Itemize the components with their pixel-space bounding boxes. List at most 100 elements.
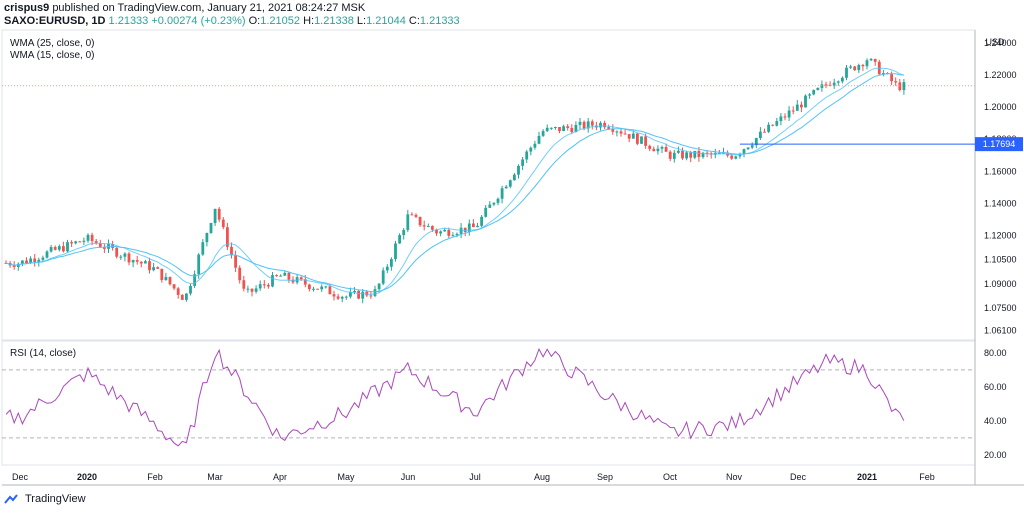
rsi-line	[5, 347, 905, 447]
candle-body	[324, 286, 328, 288]
candle-body	[185, 293, 188, 300]
candle-body	[648, 145, 652, 149]
candle-body	[795, 104, 799, 111]
wma15-line	[5, 67, 905, 295]
candle-body	[361, 291, 365, 299]
candle-body	[422, 225, 426, 227]
candle-body	[578, 121, 582, 125]
x-axis-label: Dec	[12, 472, 29, 482]
candle-body	[25, 260, 28, 264]
author-name[interactable]: crispus9	[4, 2, 50, 14]
candle-body	[353, 290, 356, 293]
candle-body	[201, 242, 205, 255]
candle-body	[791, 110, 795, 112]
candle-body	[308, 284, 311, 290]
candle-body	[644, 136, 647, 146]
candle-body	[607, 127, 611, 129]
high-label: H:	[303, 15, 315, 27]
candle-body	[718, 152, 721, 154]
candle-body	[857, 64, 861, 71]
candle-body	[197, 254, 201, 275]
candle-body	[180, 294, 184, 300]
candle-body	[869, 59, 873, 61]
candle-body	[590, 121, 594, 126]
tradingview-brand[interactable]: TradingView	[4, 493, 86, 505]
candle-body	[873, 59, 877, 62]
candle-body	[504, 186, 508, 189]
candle-body	[242, 280, 246, 289]
candle-body	[455, 233, 459, 236]
candle-body	[734, 156, 738, 159]
candle-body	[299, 277, 303, 280]
x-axis-label: Jun	[401, 472, 416, 482]
candle-body	[156, 267, 160, 269]
candle-body	[21, 260, 24, 264]
symbol-label: SAXO:EURUSD, 1D	[4, 15, 106, 27]
x-axis-label: May	[337, 472, 355, 482]
candle-body	[582, 121, 586, 129]
candle-body	[545, 127, 549, 132]
candle-body	[221, 219, 225, 228]
candle-body	[513, 174, 516, 181]
candle-body	[41, 257, 45, 260]
candle-body	[656, 148, 660, 152]
candle-body	[853, 66, 857, 71]
candle-body	[82, 240, 86, 242]
candle-body	[373, 289, 377, 296]
candle-body	[816, 87, 820, 90]
candle-body	[57, 246, 61, 250]
candle-body	[730, 155, 734, 159]
candle-body	[779, 116, 783, 122]
candle-body	[394, 243, 397, 260]
candle-body	[586, 121, 590, 129]
candle-body	[750, 145, 754, 148]
candle-body	[787, 110, 791, 118]
candle-body	[832, 82, 836, 86]
candle-body	[804, 95, 807, 108]
x-axis-label: Feb	[147, 472, 163, 482]
candle-body	[812, 89, 816, 95]
wma15-legend[interactable]: WMA (15, close, 0)	[10, 50, 95, 61]
candle-body	[517, 165, 520, 175]
candle-body	[283, 272, 287, 276]
candle-body	[303, 279, 307, 285]
candle-body	[554, 127, 557, 129]
candle-body	[882, 73, 885, 75]
wma25-legend[interactable]: WMA (25, close, 0)	[10, 38, 95, 49]
candle-body	[205, 232, 209, 243]
candle-body	[316, 288, 319, 290]
candle-body	[484, 207, 488, 217]
candle-body	[636, 133, 639, 144]
candle-body	[541, 131, 545, 136]
candle-body	[119, 256, 123, 258]
candle-body	[640, 136, 643, 144]
candle-body	[160, 268, 164, 281]
rsi-legend[interactable]: RSI (14, close)	[10, 348, 77, 359]
candle-body	[439, 231, 442, 234]
candle-body	[562, 126, 565, 132]
x-axis-label: Mar	[207, 472, 223, 482]
candle-body	[824, 84, 828, 86]
candle-body	[135, 260, 139, 262]
candle-body	[332, 294, 336, 297]
candle-body	[385, 266, 389, 271]
open-value: 1.21052	[260, 15, 300, 27]
candle-body	[78, 241, 82, 243]
candle-body	[841, 77, 844, 82]
candle-body	[865, 60, 869, 67]
candle-body	[230, 246, 233, 256]
candle-body	[53, 247, 57, 250]
candle-body	[418, 216, 422, 226]
candle-body	[357, 290, 360, 299]
candle-body	[558, 127, 561, 132]
candle-body	[103, 247, 106, 249]
candle-body	[890, 73, 893, 82]
tradingview-logo-icon	[4, 494, 18, 504]
close-value: 1.21333	[419, 15, 460, 27]
candle-body	[139, 261, 143, 264]
close-label: C:	[408, 15, 420, 27]
candle-body	[258, 284, 262, 289]
price-tick-label: 1.20000	[984, 102, 1017, 112]
low-value: 1.21044	[366, 15, 406, 27]
